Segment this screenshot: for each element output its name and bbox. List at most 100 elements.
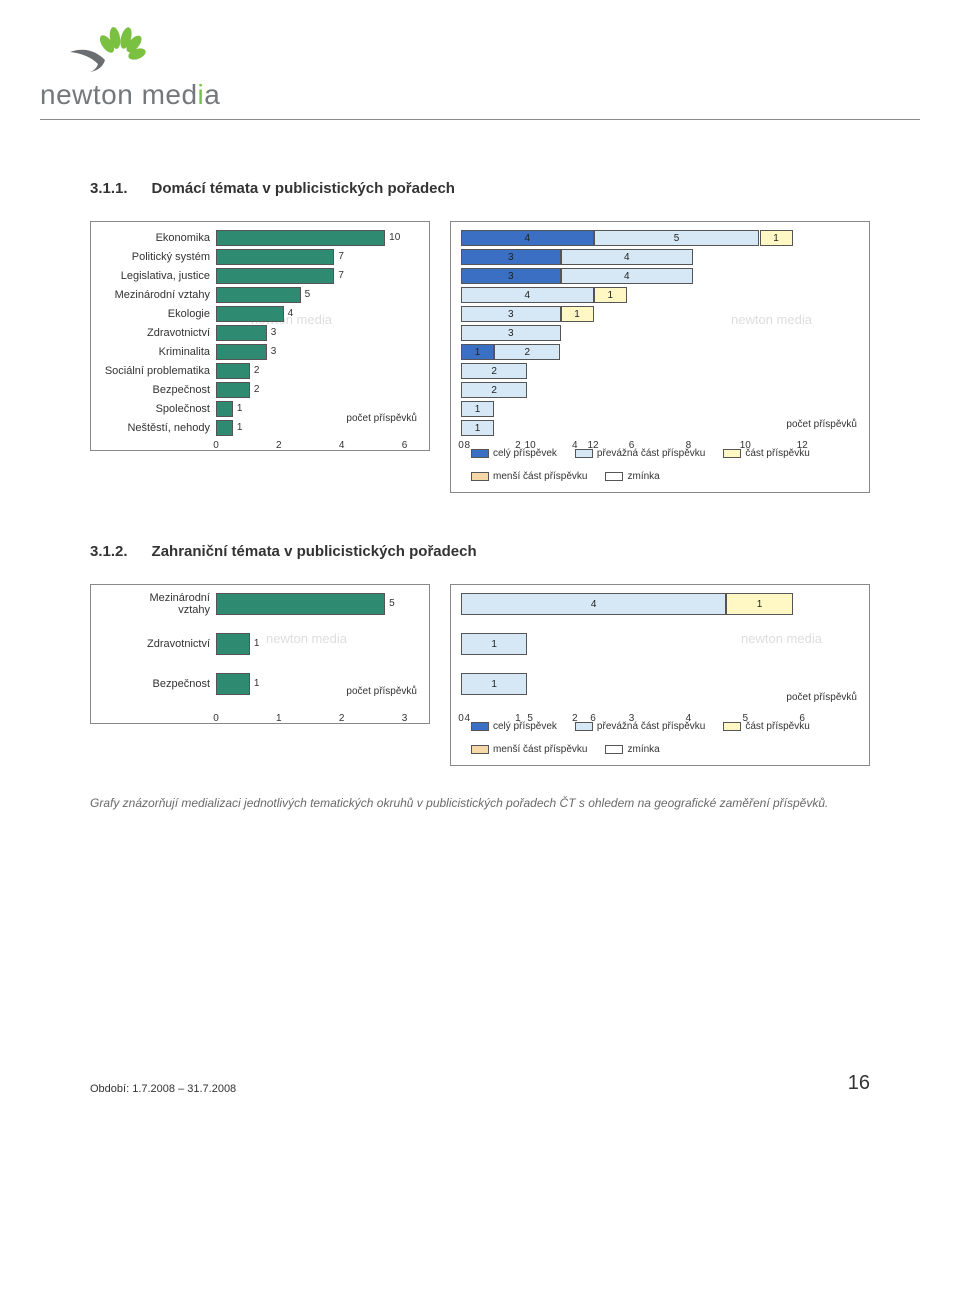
chart-legend: celý příspěvekpřevážná část příspěvkučás… [461, 448, 859, 482]
bar-segment: 2 [461, 382, 527, 398]
chart-row: Zdravotnictví3 [101, 325, 419, 341]
bar-value-label: 4 [288, 308, 294, 319]
bar-segment: 4 [461, 593, 726, 615]
bar-segment: 1 [461, 673, 527, 695]
section-title: Domácí témata v publicistických pořadech [152, 180, 455, 197]
bar-segment: 3 [461, 268, 561, 284]
row-label: Politický systém [101, 251, 216, 263]
bar-segment: 4 [561, 268, 694, 284]
bar-segment: 5 [594, 230, 760, 246]
bar-total [216, 268, 334, 284]
bar-total [216, 344, 267, 360]
row-label: Společnost [101, 403, 216, 415]
chart-row: 2 [461, 363, 859, 379]
bar-total [216, 673, 250, 695]
bar-segment: 1 [594, 287, 627, 303]
bar-total [216, 633, 250, 655]
bar-value-label: 1 [254, 638, 260, 649]
chart-row: Legislativa, justice 7 [101, 268, 419, 284]
section-number: 3.1.2. [90, 543, 128, 560]
page-number: 16 [848, 1072, 870, 1095]
row-label: Mezinárodní vztahy [101, 592, 216, 616]
row-label: Zdravotnictví [101, 638, 216, 650]
bar-segment: 1 [561, 306, 594, 322]
bar-value-label: 7 [338, 251, 344, 262]
bar-value-label: 2 [254, 365, 260, 376]
bar-total [216, 420, 233, 436]
bar-value-label: 7 [338, 270, 344, 281]
axis-label: počet příspěvků [346, 413, 417, 424]
chart-row: Ekonomika10 [101, 230, 419, 246]
chart-row: 451 [461, 230, 859, 246]
legend-label: menší část příspěvku [493, 471, 587, 482]
hummingbird-icon [60, 20, 150, 79]
row-label: Ekologie [101, 308, 216, 320]
chart-row: 12 [461, 344, 859, 360]
row-label: Sociální problematika [101, 365, 216, 377]
page-header: newton media [0, 0, 960, 120]
chart-row: 34 [461, 268, 859, 284]
chart-legend: celý příspěvekpřevážná část příspěvkučás… [461, 721, 859, 755]
bar-segment: 4 [461, 287, 594, 303]
legend-label: zmínka [627, 471, 659, 482]
legend-item: zmínka [605, 471, 659, 482]
legend-swatch [605, 472, 623, 481]
bar-value-label: 2 [254, 384, 260, 395]
chart-row: Politický systém 7 [101, 249, 419, 265]
bar-value-label: 10 [389, 232, 400, 243]
legend-swatch [471, 722, 489, 731]
bar-value-label: 3 [271, 346, 277, 357]
chart-311-left: newton media Ekonomika10Politický systém… [90, 221, 430, 451]
bar-segment: 4 [461, 230, 594, 246]
bar-total [216, 249, 334, 265]
bar-segment: 1 [461, 401, 494, 417]
axis-label: počet příspěvků [786, 419, 857, 430]
bar-value-label: 5 [389, 598, 395, 609]
legend-item: menší část příspěvku [471, 471, 587, 482]
chart-row: 1 [461, 633, 859, 655]
bar-segment: 1 [461, 344, 494, 360]
chart-row: Bezpečnost 2 [101, 382, 419, 398]
row-label: Neštěstí, nehody [101, 422, 216, 434]
bar-total [216, 287, 301, 303]
chart-row: 41 [461, 593, 859, 615]
caption-text: Grafy znázorňují medializaci jednotlivýc… [90, 794, 870, 812]
bar-segment: 1 [760, 230, 793, 246]
row-label: Mezinárodní vztahy [101, 289, 216, 301]
bar-total [216, 401, 233, 417]
brand-wordmark: newton media [40, 79, 920, 111]
axis-label: počet příspěvků [346, 686, 417, 697]
bar-segment: 1 [461, 420, 494, 436]
row-label: Bezpečnost [101, 678, 216, 690]
legend-swatch [605, 745, 623, 754]
bar-value-label: 5 [305, 289, 311, 300]
legend-label: menší část příspěvku [493, 744, 587, 755]
chart-row: 1 [461, 401, 859, 417]
chart-row: Zdravotnictví 1 [101, 633, 419, 655]
chart-row: Mezinárodní vztahy 5 [101, 287, 419, 303]
row-label: Bezpečnost [101, 384, 216, 396]
legend-swatch [471, 745, 489, 754]
bar-segment: 3 [461, 306, 561, 322]
row-label: Legislativa, justice [101, 270, 216, 282]
section-312-heading: 3.1.2. Zahraniční témata v publicistický… [90, 543, 870, 560]
row-label: Zdravotnictví [101, 327, 216, 339]
legend-swatch [471, 449, 489, 458]
footer-period: Období: 1.7.2008 – 31.7.2008 [90, 1083, 236, 1095]
chart-row: 2 [461, 382, 859, 398]
legend-label: zmínka [627, 744, 659, 755]
chart-pair-1: newton media Ekonomika10Politický systém… [90, 221, 870, 493]
chart-row: Ekologie 4 [101, 306, 419, 322]
chart-row: Kriminalita3 [101, 344, 419, 360]
bar-segment: 3 [461, 325, 561, 341]
legend-item: zmínka [605, 744, 659, 755]
section-number: 3.1.1. [90, 180, 128, 197]
bar-segment: 4 [561, 249, 694, 265]
bar-segment: 3 [461, 249, 561, 265]
brand-logo [60, 20, 920, 79]
bar-segment: 1 [726, 593, 792, 615]
bar-total [216, 363, 250, 379]
chart-row: 41 [461, 287, 859, 303]
bar-total [216, 230, 385, 246]
chart-311-right: newton media 451343441313122211počet pří… [450, 221, 870, 493]
